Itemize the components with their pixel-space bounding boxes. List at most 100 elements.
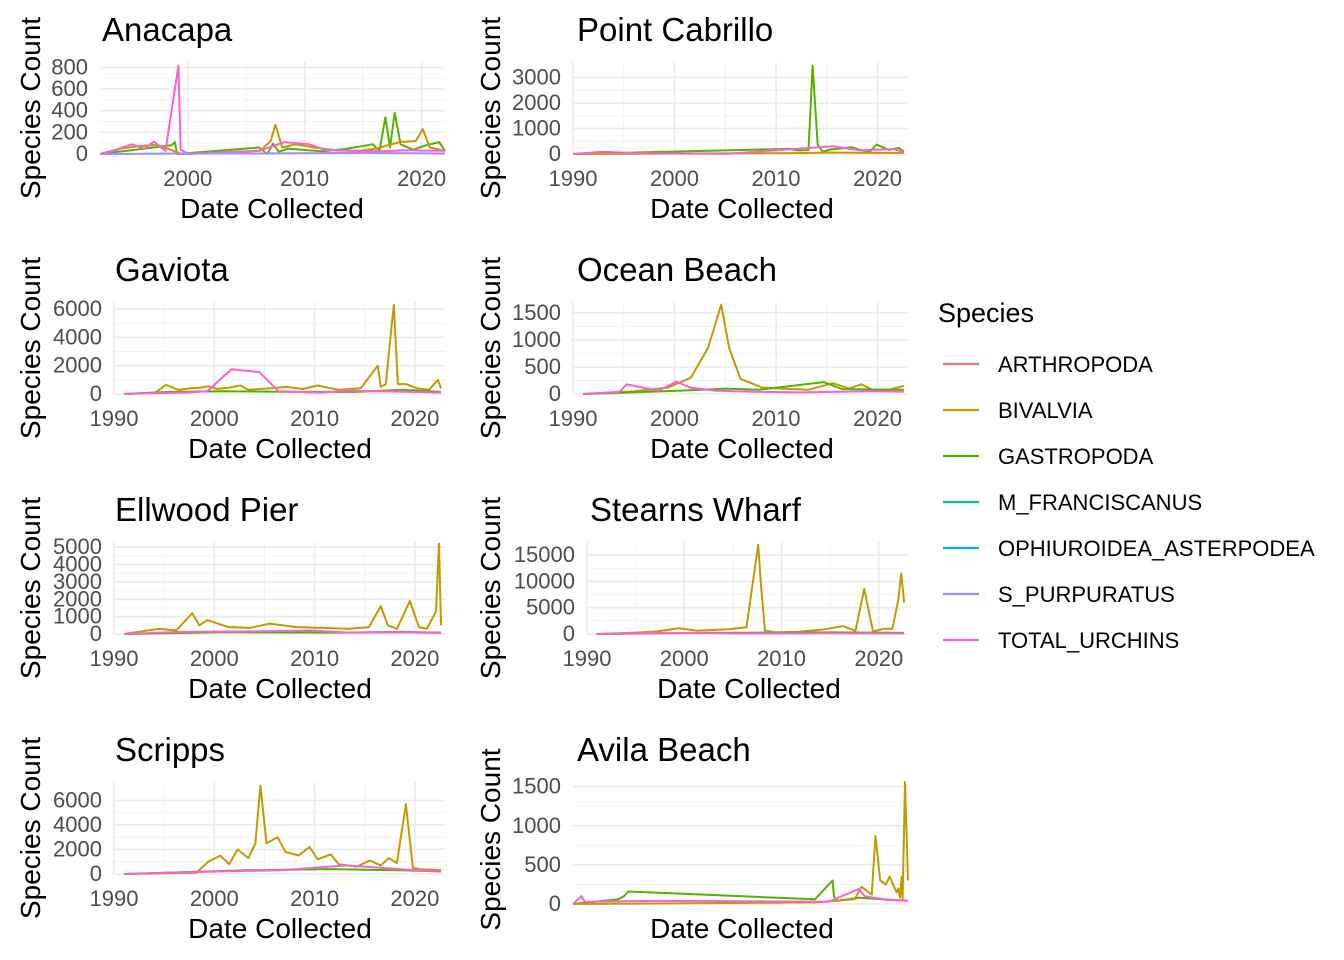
y-tick-label: 4000 bbox=[53, 552, 102, 577]
y-tick-label: 2000 bbox=[53, 836, 102, 861]
x-tick-label: 2020 bbox=[390, 646, 439, 671]
y-tick-label: 0 bbox=[563, 621, 575, 646]
x-tick-label: 1990 bbox=[549, 166, 598, 191]
y-tick-label: 3000 bbox=[53, 569, 102, 594]
y-tick-label: 2000 bbox=[512, 90, 561, 115]
x-tick-label: 2020 bbox=[390, 886, 439, 911]
x-tick-label: 2020 bbox=[854, 646, 903, 671]
x-axis-title: Date Collected bbox=[188, 913, 372, 944]
x-axis-title: Date Collected bbox=[188, 433, 372, 464]
x-axis-title: Date Collected bbox=[650, 913, 834, 944]
y-tick-label: 1000 bbox=[512, 813, 561, 838]
legend-item: M_FRANCISCANUS bbox=[943, 490, 1202, 515]
y-tick-label: 800 bbox=[51, 54, 88, 79]
y-tick-label: 200 bbox=[51, 119, 88, 144]
x-tick-label: 1990 bbox=[90, 646, 139, 671]
y-tick-label: 0 bbox=[549, 891, 561, 916]
y-axis-title: Species Count bbox=[475, 748, 506, 930]
y-tick-label: 5000 bbox=[53, 534, 102, 559]
series-line-total_urchins bbox=[572, 888, 909, 905]
x-axis-title: Date Collected bbox=[650, 193, 834, 224]
y-tick-label: 2000 bbox=[53, 353, 102, 378]
x-tick-label: 2000 bbox=[650, 406, 699, 431]
y-tick-label: 1500 bbox=[512, 300, 561, 325]
series-line-gastropoda bbox=[572, 64, 905, 155]
x-tick-label: 1990 bbox=[563, 646, 612, 671]
x-axis-title: Date Collected bbox=[650, 433, 834, 464]
series-line-total_urchins bbox=[123, 864, 442, 875]
y-axis-title: Species Count bbox=[15, 257, 46, 439]
series-line-bivalvia bbox=[123, 303, 442, 395]
series-line-bivalvia bbox=[583, 303, 905, 395]
series-line-total_urchins bbox=[99, 64, 445, 155]
x-tick-label: 2010 bbox=[752, 166, 801, 191]
x-tick-label: 2010 bbox=[752, 406, 801, 431]
x-tick-label: 2020 bbox=[853, 166, 902, 191]
legend-items: ARTHROPODA BIVALVIA GASTROPODA M_FRANCISCAN… bbox=[943, 352, 1315, 653]
legend-label: M_FRANCISCANUS bbox=[998, 490, 1202, 515]
y-tick-label: 5000 bbox=[526, 595, 575, 620]
series-line-total_urchins bbox=[596, 631, 905, 635]
series-line-total_urchins bbox=[123, 368, 442, 395]
x-tick-label: 2020 bbox=[390, 406, 439, 431]
x-tick-label: 1990 bbox=[90, 406, 139, 431]
x-tick-label: 2000 bbox=[163, 166, 212, 191]
x-tick-label: 2000 bbox=[660, 646, 709, 671]
x-tick-label: 1990 bbox=[90, 886, 139, 911]
legend-label: BIVALVIA bbox=[998, 398, 1093, 423]
legend-item: GASTROPODA bbox=[943, 444, 1154, 469]
x-axis-title: Date Collected bbox=[657, 673, 841, 704]
legend-item: ARTHROPODA bbox=[943, 352, 1153, 377]
series-line-total_urchins bbox=[123, 629, 442, 635]
y-tick-label: 6000 bbox=[53, 787, 102, 812]
legend-label: TOTAL_URCHINS bbox=[998, 628, 1179, 653]
y-tick-label: 0 bbox=[549, 141, 561, 166]
series-line-bivalvia bbox=[572, 781, 909, 905]
panel-title: Stearns Wharf bbox=[590, 491, 802, 528]
x-tick-label: 2010 bbox=[290, 646, 339, 671]
panel-gaviota: 0 2000 4000 6000 1990 2000 2010 2020 Gaviota Date… bbox=[15, 251, 445, 464]
legend-title: Species bbox=[938, 298, 1034, 328]
panel-title: Gaviota bbox=[115, 251, 229, 288]
y-tick-label: 0 bbox=[549, 381, 561, 406]
panel-title: Anacapa bbox=[102, 11, 233, 48]
legend-item: BIVALVIA bbox=[943, 398, 1093, 423]
legend-item: TOTAL_URCHINS bbox=[943, 628, 1179, 653]
y-tick-label: 0 bbox=[90, 861, 102, 886]
y-tick-label: 500 bbox=[524, 354, 561, 379]
legend-label: OPHIUROIDEA_ASTERPODEA bbox=[998, 536, 1315, 561]
legend-item: OPHIUROIDEA_ASTERPODEA bbox=[943, 536, 1315, 561]
x-tick-label: 2010 bbox=[290, 886, 339, 911]
y-axis-title: Species Count bbox=[475, 17, 506, 199]
y-axis-title: Species Count bbox=[15, 17, 46, 199]
x-tick-label: 2010 bbox=[757, 646, 806, 671]
y-axis-title: Species Count bbox=[475, 257, 506, 439]
legend-label: GASTROPODA bbox=[998, 444, 1154, 469]
y-tick-label: 500 bbox=[524, 852, 561, 877]
y-tick-label: 4000 bbox=[53, 324, 102, 349]
y-tick-label: 1000 bbox=[512, 327, 561, 352]
y-tick-label: 1000 bbox=[512, 115, 561, 140]
x-tick-label: 2000 bbox=[650, 166, 699, 191]
legend: Species ARTHROPODA BIVALVIA GASTROPODA M_FR… bbox=[938, 298, 1315, 653]
x-axis-title: Date Collected bbox=[180, 193, 364, 224]
y-axis-title: Species Count bbox=[15, 497, 46, 679]
x-tick-label: 1990 bbox=[549, 406, 598, 431]
series-line-bivalvia bbox=[123, 784, 442, 875]
x-tick-label: 2010 bbox=[290, 406, 339, 431]
series-line-gastropoda bbox=[583, 381, 904, 395]
series-line-bivalvia bbox=[123, 542, 442, 635]
y-tick-label: 0 bbox=[90, 381, 102, 406]
panel-avila-beach: 0 500 1000 1500 Avila Beach Date Collected Spe… bbox=[475, 731, 909, 944]
y-tick-label: 6000 bbox=[53, 296, 102, 321]
panel-title: Scripps bbox=[115, 731, 225, 768]
x-tick-label: 2020 bbox=[853, 406, 902, 431]
legend-label: S_PURPURATUS bbox=[998, 582, 1175, 607]
series-line-total_urchins bbox=[583, 380, 904, 395]
y-tick-label: 1500 bbox=[512, 774, 561, 799]
